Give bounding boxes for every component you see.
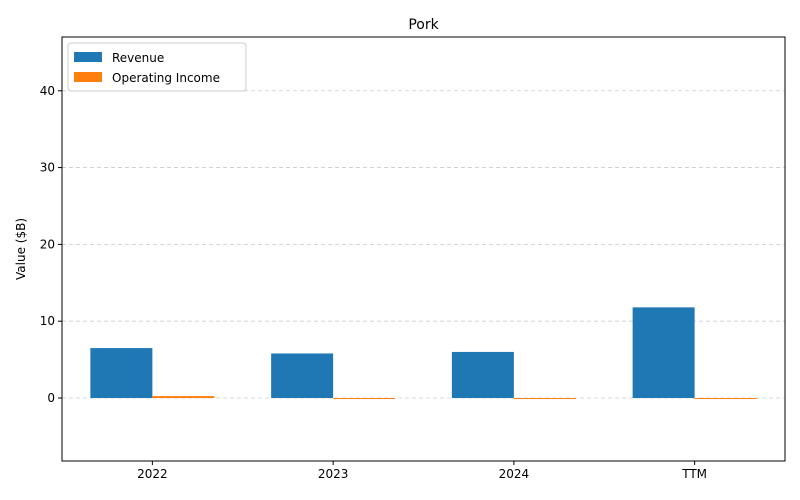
y-tick-label: 40 (40, 84, 55, 98)
y-axis: 0 10 20 30 40 (40, 84, 62, 405)
x-tick-label: TTM (681, 467, 707, 481)
bar-revenue (90, 348, 153, 399)
bar-operating-income (152, 396, 215, 399)
y-tick-label: 10 (40, 314, 55, 328)
bar-operating-income (694, 398, 757, 400)
x-tick-label: 2024 (499, 467, 530, 481)
y-tick-label: 0 (47, 391, 55, 405)
bar-revenue (271, 353, 334, 399)
y-axis-label: Value ($B) (14, 218, 28, 280)
y-tick-label: 30 (40, 161, 55, 175)
legend-label: Revenue (112, 51, 164, 65)
y-tick-label: 20 (40, 237, 55, 251)
legend-label: Operating Income (112, 71, 220, 85)
bars (90, 307, 757, 400)
bar-operating-income (513, 398, 576, 400)
x-axis: 2022 2023 2024 TTM (137, 461, 707, 481)
bar-operating-income (333, 398, 396, 400)
plot-frame (61, 36, 786, 462)
x-tick-label: 2022 (137, 467, 168, 481)
legend-swatch (74, 52, 102, 62)
x-tick-label: 2023 (318, 467, 349, 481)
chart-title: Pork (408, 17, 439, 33)
legend-swatch (74, 72, 102, 82)
legend: Revenue Operating Income (67, 42, 247, 92)
bar-revenue (451, 351, 514, 399)
legend-box (67, 42, 247, 92)
bar-revenue (632, 307, 695, 399)
